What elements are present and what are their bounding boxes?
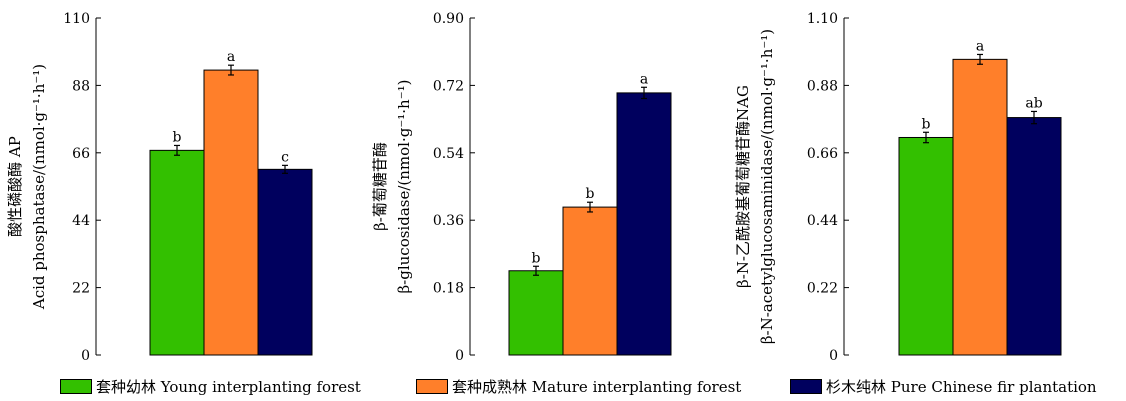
bar [257,168,313,356]
significance-label: b [532,250,541,266]
significance-label: a [227,49,235,65]
y-tick-label: 44 [72,213,90,229]
y-tick-label: 0.22 [807,281,838,297]
y-tick-label: 0.18 [433,281,464,297]
significance-label: a [976,38,984,54]
bar [149,149,205,356]
figure-canvas: 0 22 44 66 88 110 b a c 酸性磷酸酶 AP Acid phosphatase/… [6,11,1062,364]
y-tick-label: 66 [72,146,90,162]
legend: 套种幼林 Young interplanting forest 套种成熟林 Ma… [0,374,1126,398]
significance-label: ab [1025,95,1042,111]
bar [898,136,954,356]
significance-label: a [640,71,648,87]
legend-item-mature: 套种成熟林 Mature interplanting forest [416,376,741,397]
legend-label-young: 套种幼林 Young interplanting forest [96,378,361,396]
y-tick-label: 0 [81,348,90,364]
y-axis-title-line: β-N-acetylglucosaminidase/(nmol·g⁻¹·h⁻¹) [758,29,776,344]
legend-item-young: 套种幼林 Young interplanting forest [60,376,361,397]
y-axis-title-line: β-glucosidase/(nmol·g⁻¹·h⁻¹) [395,80,413,294]
y-tick-label: 0.54 [433,146,464,162]
bar [952,58,1008,356]
y-tick-label: 22 [72,281,90,297]
bar [562,206,618,356]
y-tick-label: 0.90 [433,11,464,27]
significance-label: b [922,116,931,132]
bar [1006,117,1062,356]
bar [203,69,259,356]
y-axis-title-line: Acid phosphatase/(nmol·g⁻¹·h⁻¹) [30,64,48,310]
y-tick-label: 0.44 [807,213,838,229]
legend-item-pure: 杉木纯林 Pure Chinese fir plantation [790,376,1097,397]
y-tick-label: 110 [63,11,90,27]
legend-swatch-pure [790,379,822,394]
y-tick-label: 88 [72,78,90,94]
legend-swatch-young [60,379,92,394]
legend-label-mature: 套种成熟林 Mature interplanting forest [452,378,742,396]
bar [508,270,564,356]
significance-label: c [281,149,289,165]
legend-label-pure: 杉木纯林 Pure Chinese fir plantation [826,378,1097,396]
significance-label: b [173,129,182,145]
y-tick-label: 0.72 [433,78,464,94]
legend-swatch-mature [416,379,448,394]
y-tick-label: 0 [455,348,464,364]
y-tick-label: 0 [829,348,838,364]
significance-label: b [586,186,595,202]
y-tick-label: 1.10 [807,11,838,27]
y-axis-title-line: β-葡萄糖苷酶 [371,142,389,231]
y-tick-label: 0.88 [807,78,838,94]
y-axis-title-line: 酸性磷酸酶 AP [6,136,24,237]
y-axis-title-line: β-N-乙酰胺基葡萄糖苷酶NAG [734,85,752,288]
y-tick-label: 0.66 [807,146,838,162]
y-tick-label: 0.36 [433,213,464,229]
bar [616,92,672,356]
